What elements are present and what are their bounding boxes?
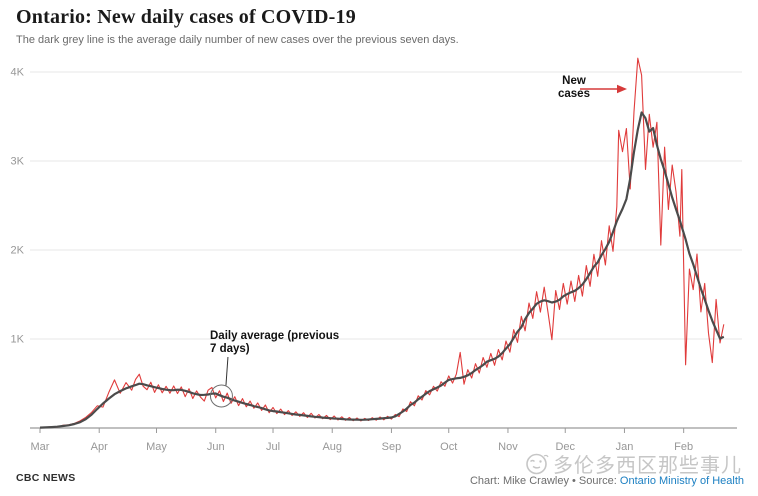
y-axis-tick-label: 3K — [11, 156, 25, 168]
y-axis-tick-label: 4K — [11, 67, 25, 79]
x-axis-tick-label: Apr — [91, 441, 108, 453]
x-axis-tick-label: Jul — [266, 441, 280, 453]
attribution-prefix: Chart: Mike Crawley • Source: — [469, 475, 620, 487]
cbc-news-brand: CBC NEWS — [16, 472, 76, 484]
watermark: 多伦多西区那些事儿 — [524, 449, 742, 478]
x-axis-tick-label: Jan — [616, 441, 634, 453]
x-axis-tick-label: Nov — [498, 441, 518, 453]
watermark-text: 多伦多西区那些事儿 — [553, 455, 742, 477]
chart-subtitle: The dark grey line is the average daily … — [16, 34, 459, 46]
average-annotation-circle — [209, 384, 233, 408]
attribution: Chart: Mike Crawley • Source: Ontario Mi… — [470, 475, 744, 487]
average-annotation-pointer — [225, 356, 229, 386]
new-cases-arrow-head — [617, 84, 627, 94]
chart-header: Ontario: New daily cases of COVID-19 The… — [16, 6, 459, 46]
x-axis-tick-label: Aug — [322, 441, 342, 453]
x-axis-tick-label: Jun — [207, 441, 225, 453]
source-link[interactable]: Ontario Ministry of Health — [619, 475, 744, 487]
y-axis-tick-label: 2K — [11, 245, 25, 257]
y-axis-tick-label: 1K — [11, 334, 25, 346]
x-axis-tick-label: Feb — [674, 441, 693, 453]
new-cases-annotation-label: New cases — [558, 75, 590, 100]
x-axis-tick-label: Mar — [31, 441, 50, 453]
x-axis-tick-label: Dec — [555, 441, 575, 453]
new-cases-line — [39, 57, 725, 429]
x-axis-tick-label: May — [146, 441, 167, 453]
x-axis-tick-label: Sep — [382, 441, 402, 453]
page-title: Ontario: New daily cases of COVID-19 — [16, 6, 356, 28]
winking-face-icon — [526, 453, 549, 475]
daily-average-annotation-label: Daily average (previous 7 days) — [210, 330, 340, 355]
average-line — [39, 111, 725, 429]
x-axis-tick-label: Oct — [440, 441, 457, 453]
